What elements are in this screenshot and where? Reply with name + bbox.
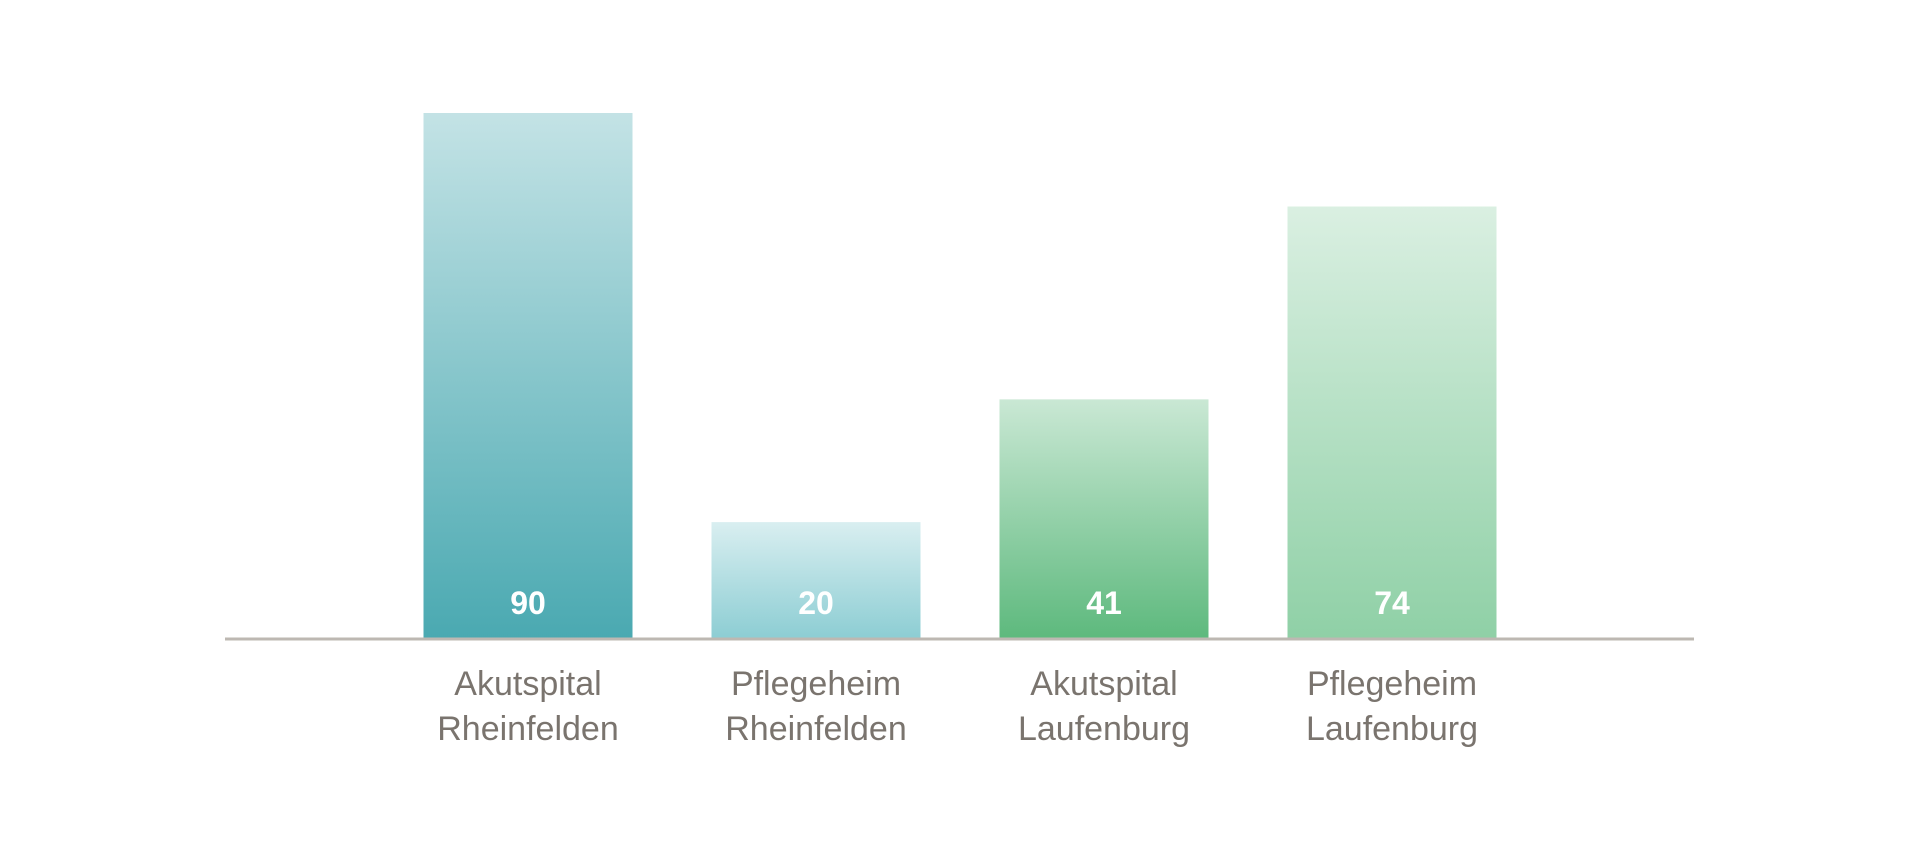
x-tick-label: Rheinfelden	[725, 710, 906, 748]
x-tick-label: Akutspital	[454, 665, 601, 703]
x-tick-label: Rheinfelden	[437, 710, 618, 748]
bar	[423, 113, 633, 639]
x-tick-label: Pflegeheim	[1307, 665, 1477, 703]
value-label: 74	[1374, 585, 1410, 621]
bar	[711, 522, 921, 639]
x-tick-label: Laufenburg	[1306, 710, 1478, 748]
value-label: 41	[1086, 585, 1122, 621]
x-tick-label: Pflegeheim	[731, 665, 901, 703]
x-tick-label: Laufenburg	[1018, 710, 1190, 748]
value-label: 20	[798, 585, 834, 621]
x-tick-label: Akutspital	[1030, 665, 1177, 703]
bar	[999, 399, 1209, 639]
bar	[1287, 206, 1497, 639]
value-label: 90	[510, 585, 546, 621]
